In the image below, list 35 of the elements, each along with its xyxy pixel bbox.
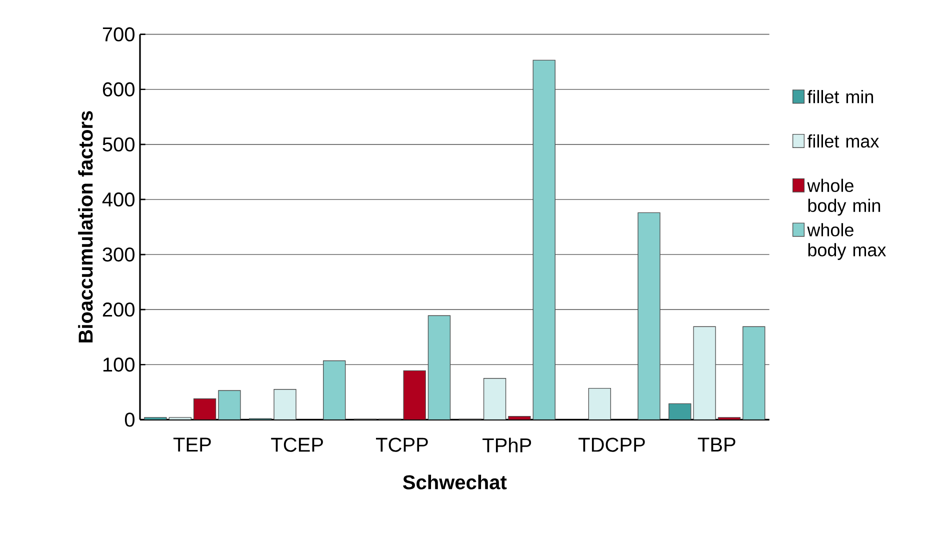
legend-label: fillet min bbox=[807, 90, 874, 104]
y-axis-title: Bioaccumulation factors bbox=[78, 111, 93, 342]
y-tick-label: 400 bbox=[102, 192, 134, 207]
bar bbox=[588, 388, 611, 420]
y-tick-label: 0 bbox=[124, 412, 134, 427]
y-tick-label: 300 bbox=[102, 247, 134, 262]
bar bbox=[508, 416, 531, 420]
bar bbox=[218, 390, 241, 420]
bar bbox=[668, 403, 692, 420]
y-tick-label: 100 bbox=[103, 358, 134, 372]
x-tick-label: TDCPP bbox=[578, 438, 645, 452]
y-tick-label: 700 bbox=[102, 27, 134, 42]
bar bbox=[483, 378, 506, 420]
x-tick-label: TEP bbox=[173, 438, 211, 452]
bar bbox=[718, 417, 741, 420]
bar bbox=[742, 326, 766, 420]
x-tick-label: TPhP bbox=[482, 438, 532, 452]
legend-label: whole body max bbox=[807, 223, 886, 260]
bar bbox=[532, 60, 556, 420]
x-tick-label: TBP bbox=[698, 438, 736, 452]
x-axis-title: Schwechat bbox=[403, 474, 507, 490]
bar bbox=[403, 370, 426, 420]
bar bbox=[693, 326, 716, 420]
legend-label: fillet max bbox=[807, 134, 879, 148]
x-tick-label: TCEP bbox=[271, 438, 323, 452]
y-tick-label: 500 bbox=[102, 137, 134, 152]
bar bbox=[144, 417, 167, 420]
bar bbox=[638, 212, 660, 420]
y-tick-label: 600 bbox=[102, 82, 134, 96]
bar bbox=[274, 389, 296, 420]
y-tick-label: 200 bbox=[102, 302, 134, 317]
x-tick-label: TCPP bbox=[376, 438, 428, 452]
bar bbox=[428, 315, 451, 420]
bar bbox=[193, 398, 216, 420]
bar bbox=[323, 360, 346, 420]
